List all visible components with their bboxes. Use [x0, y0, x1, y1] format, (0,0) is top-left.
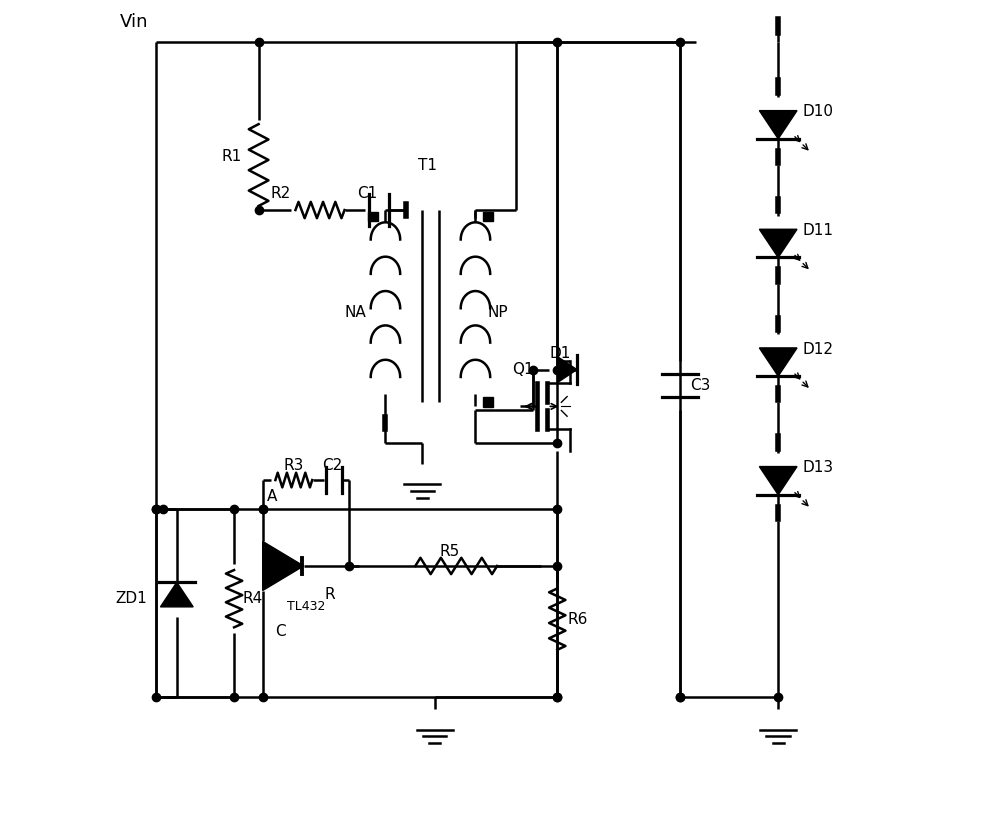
Text: T1: T1: [418, 158, 437, 172]
Text: C3: C3: [690, 378, 710, 393]
Text: C2: C2: [322, 458, 342, 473]
Polygon shape: [759, 466, 797, 495]
Polygon shape: [368, 212, 378, 222]
Text: TL432: TL432: [287, 600, 326, 613]
Text: C1: C1: [357, 186, 377, 201]
Text: R2: R2: [271, 186, 291, 201]
Text: R4: R4: [242, 591, 263, 606]
Polygon shape: [483, 397, 493, 407]
Text: C: C: [275, 624, 286, 639]
Text: Q1: Q1: [512, 362, 534, 377]
Text: R5: R5: [440, 544, 460, 559]
Text: ZD1: ZD1: [115, 591, 147, 606]
Text: R3: R3: [283, 458, 304, 473]
Text: D13: D13: [803, 461, 834, 475]
Text: NP: NP: [488, 305, 508, 320]
Text: D10: D10: [803, 104, 834, 119]
Text: D11: D11: [803, 223, 834, 238]
Text: R: R: [324, 587, 335, 602]
Polygon shape: [160, 582, 193, 607]
Polygon shape: [483, 212, 493, 222]
Text: R1: R1: [222, 149, 242, 164]
Polygon shape: [759, 111, 797, 139]
Polygon shape: [263, 541, 304, 590]
Text: R6: R6: [567, 612, 587, 626]
Text: NA: NA: [345, 305, 366, 320]
Text: D1: D1: [549, 346, 570, 360]
Text: D12: D12: [803, 342, 834, 356]
Polygon shape: [759, 229, 797, 258]
Polygon shape: [759, 348, 797, 376]
Text: Vin: Vin: [120, 13, 148, 31]
Text: A: A: [267, 489, 277, 504]
Polygon shape: [557, 356, 577, 383]
